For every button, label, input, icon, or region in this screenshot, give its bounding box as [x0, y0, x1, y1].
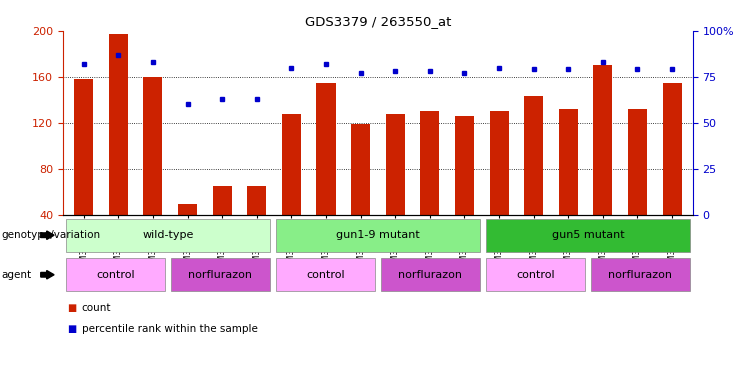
- Bar: [66, 219, 270, 252]
- Bar: [144, 77, 162, 215]
- Bar: [485, 219, 690, 252]
- Bar: [594, 65, 612, 215]
- Text: ■: ■: [67, 324, 76, 334]
- Text: agent: agent: [1, 270, 32, 280]
- Bar: [420, 111, 439, 215]
- Text: control: control: [306, 270, 345, 280]
- Bar: [591, 258, 690, 291]
- Text: percentile rank within the sample: percentile rank within the sample: [82, 324, 257, 334]
- Bar: [524, 96, 543, 215]
- Bar: [485, 258, 585, 291]
- Bar: [386, 114, 405, 215]
- Bar: [74, 79, 93, 215]
- Bar: [282, 114, 301, 215]
- Text: gun5 mutant: gun5 mutant: [551, 230, 624, 240]
- Text: gun1-9 mutant: gun1-9 mutant: [336, 230, 420, 240]
- Bar: [351, 124, 370, 215]
- Bar: [559, 109, 578, 215]
- Bar: [381, 258, 480, 291]
- Bar: [247, 186, 266, 215]
- Text: count: count: [82, 303, 111, 313]
- Bar: [109, 34, 128, 215]
- Bar: [316, 83, 336, 215]
- Bar: [455, 116, 474, 215]
- Text: control: control: [96, 270, 135, 280]
- Bar: [276, 258, 375, 291]
- Text: control: control: [516, 270, 555, 280]
- Text: wild-type: wild-type: [142, 230, 193, 240]
- Bar: [213, 186, 232, 215]
- Text: norflurazon: norflurazon: [399, 270, 462, 280]
- Bar: [628, 109, 647, 215]
- Text: ■: ■: [67, 303, 76, 313]
- Bar: [662, 83, 682, 215]
- Bar: [276, 219, 480, 252]
- Text: norflurazon: norflurazon: [188, 270, 253, 280]
- Bar: [66, 258, 165, 291]
- Bar: [170, 258, 270, 291]
- Title: GDS3379 / 263550_at: GDS3379 / 263550_at: [305, 15, 451, 28]
- Text: genotype/variation: genotype/variation: [1, 230, 101, 240]
- Text: norflurazon: norflurazon: [608, 270, 672, 280]
- Bar: [178, 204, 197, 215]
- Bar: [490, 111, 508, 215]
